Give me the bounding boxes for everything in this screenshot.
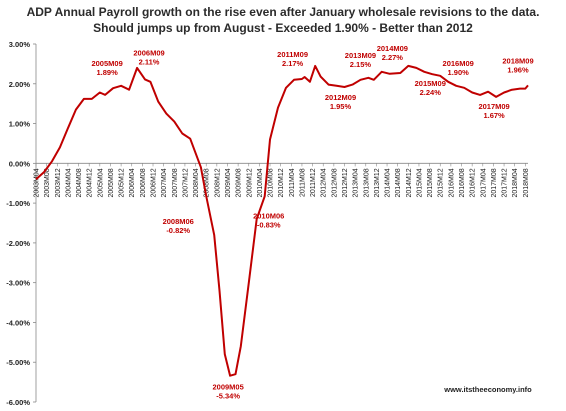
x-tick-label: 2004M04 (65, 168, 72, 197)
x-tick-label: 2003M12 (55, 168, 62, 197)
series-line (35, 64, 529, 377)
x-tick-label: 2011M12 (310, 168, 317, 197)
x-tick-label: 2009M12 (246, 168, 253, 197)
y-tick-label: 0.00% (9, 159, 31, 168)
x-tick-label: 2017M12 (502, 168, 509, 197)
annotation-value: 2.27% (382, 53, 404, 62)
annotation-period: 2014M09 (377, 44, 408, 53)
x-tick-label: 2005M08 (108, 168, 115, 197)
x-tick-label: 2003M08 (44, 168, 51, 197)
x-tick-label: 2011M04 (289, 168, 296, 197)
x-tick-label: 2012M08 (331, 168, 338, 197)
x-tick-label: 2004M12 (87, 168, 94, 197)
x-tick-label: 2013M12 (374, 168, 381, 197)
x-tick-label: 2017M08 (491, 168, 498, 197)
chart-subtitle: Should jumps up from August - Exceeded 1… (93, 21, 473, 35)
x-tick-label: 2012M04 (321, 168, 328, 197)
annotation-value: 2.17% (282, 59, 304, 68)
x-tick-label: 2005M04 (97, 168, 104, 197)
annotation-period: 2018M09 (502, 56, 533, 65)
annotation-value: 2.11% (139, 57, 160, 66)
x-tick-label: 2006M12 (151, 168, 158, 197)
x-tick-label: 2018M08 (523, 168, 530, 197)
annotation-value: 1.67% (483, 111, 505, 120)
x-tick-label: 2015M08 (427, 168, 434, 197)
chart-title: ADP Annual Payroll growth on the rise ev… (26, 5, 540, 19)
x-tick-label: 2010M12 (278, 168, 285, 197)
annotation-period: 2009M05 (212, 383, 243, 392)
annotation-period: 2016M09 (443, 59, 474, 68)
x-tick-label: 2005M12 (119, 168, 126, 197)
y-tick-label: 1.00% (9, 120, 31, 129)
y-tick-label: -6.00% (6, 398, 30, 407)
x-tick-label: 2004M08 (76, 168, 83, 197)
x-tick-label: 2007M12 (182, 168, 189, 197)
x-tick-label: 2010M04 (257, 168, 264, 197)
x-tick-label: 2016M12 (470, 168, 477, 197)
annotation-period: 2012M09 (325, 93, 356, 102)
annotation-period: 2010M06 (253, 211, 284, 220)
x-tick-label: 2017M04 (480, 168, 487, 197)
x-tick-label: 2018M04 (512, 168, 519, 197)
x-tick-label: 2008M04 (193, 168, 200, 197)
x-tick-label: 2006M04 (129, 168, 136, 197)
annotation-value: 1.96% (507, 65, 529, 74)
annotation-value: -5.34% (216, 392, 240, 401)
x-tick-label: 2010M08 (268, 168, 275, 197)
y-tick-label: -5.00% (6, 358, 30, 367)
x-tick-label: 2015M12 (438, 168, 445, 197)
annotation-period: 2005M09 (91, 59, 122, 68)
annotation-value: 1.89% (96, 68, 118, 77)
x-tick-label: 2014M04 (385, 168, 392, 197)
annotation-value: 2.15% (350, 60, 372, 69)
y-tick-label: -4.00% (6, 318, 30, 327)
watermark-text: www.itstheeconomy.info (443, 385, 532, 394)
x-tick-label: 2009M04 (225, 168, 232, 197)
x-tick-label: 2008M08 (204, 168, 211, 197)
annotation-value: -0.83% (257, 220, 281, 229)
y-tick-label: -3.00% (6, 279, 30, 288)
y-tick-label: 3.00% (9, 40, 31, 49)
x-tick-label: 2009M08 (236, 168, 243, 197)
x-tick-label: 2014M08 (395, 168, 402, 197)
annotation-period: 2013M09 (345, 51, 376, 60)
x-tick-label: 2008M12 (214, 168, 221, 197)
annotation-value: 1.90% (448, 68, 470, 77)
annotation-period: 2006M09 (133, 48, 164, 57)
x-tick-label: 2013M04 (353, 168, 360, 197)
x-tick-label: 2012M12 (342, 168, 349, 197)
annotation-value: 2.24% (420, 88, 442, 97)
x-tick-label: 2007M08 (172, 168, 179, 197)
x-tick-label: 2013M08 (363, 168, 370, 197)
x-tick-label: 2006M08 (140, 168, 147, 197)
y-tick-label: -2.00% (6, 239, 30, 248)
y-tick-label: -1.00% (6, 199, 30, 208)
annotation-period: 2011M09 (277, 50, 308, 59)
x-tick-label: 2015M04 (416, 168, 423, 197)
annotation-value: 1.95% (330, 102, 352, 111)
annotation-period: 2017M09 (478, 102, 509, 111)
annotation-period: 2015M09 (415, 79, 446, 88)
x-tick-label: 2007M04 (161, 168, 168, 197)
x-tick-label: 2011M08 (299, 168, 306, 197)
y-tick-label: 2.00% (9, 80, 31, 89)
annotation-value: -0.82% (166, 226, 190, 235)
x-tick-label: 2003M04 (34, 168, 41, 197)
x-tick-label: 2016M04 (448, 168, 455, 197)
x-tick-label: 2016M08 (459, 168, 466, 197)
x-tick-label: 2014M12 (406, 168, 413, 197)
annotation-period: 2008M06 (163, 217, 194, 226)
